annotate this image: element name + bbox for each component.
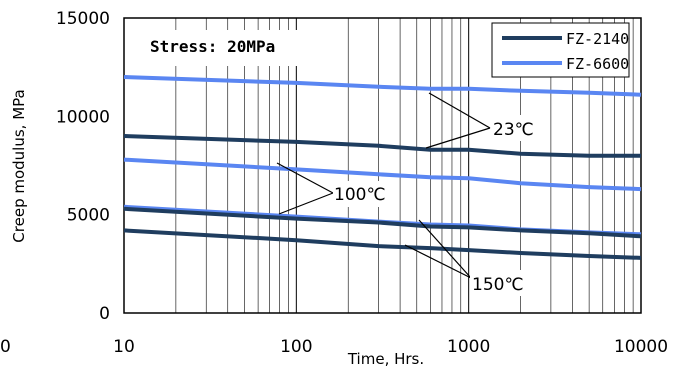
y-axis-title: Creep modulus, MPa — [10, 89, 28, 242]
annotation-150c: 150℃ — [404, 219, 538, 296]
y-tick-label: 15000 — [56, 9, 110, 29]
series-line-fz-6600-3 — [123, 204, 642, 237]
label-bg — [333, 181, 399, 207]
annotation-100c: 100℃ — [276, 162, 399, 215]
legend: FZ-2140 FZ-6600 — [491, 22, 630, 78]
leader-line — [418, 219, 472, 279]
y-tick-labels: 0 5000 10000 15000 — [56, 9, 110, 324]
x-tick-label: 1000 — [447, 337, 490, 357]
legend-label-fz6600: FZ-6600 — [566, 55, 629, 73]
series-lines — [123, 75, 642, 260]
leader-line — [428, 92, 491, 129]
series-line-fz-6600-2 — [123, 157, 642, 192]
x-tick-label: 10 — [113, 337, 135, 357]
y-tick-label: 10000 — [56, 107, 110, 127]
stress-box — [130, 30, 320, 66]
leader-line — [425, 127, 491, 149]
x-tick-label: 100 — [280, 337, 312, 357]
series-line-fz-2140-4 — [123, 206, 642, 239]
x-axis-title: Time, Hrs. — [347, 350, 424, 368]
series-line-fz-2140-0 — [123, 134, 641, 158]
label-bg — [491, 115, 543, 141]
leader-line — [404, 244, 472, 279]
leader-line — [278, 192, 334, 215]
annotation-23c: 23℃ — [425, 92, 543, 149]
x-tick-label: 10000 — [614, 337, 668, 357]
y-tick-label: 5000 — [67, 206, 110, 226]
series-line-fz-6600-1 — [123, 75, 642, 97]
label-23c: 23℃ — [493, 120, 534, 140]
legend-label-fz2140: FZ-2140 — [566, 30, 629, 48]
plot-frame — [123, 17, 642, 314]
y-tick-label: 0 — [99, 304, 110, 324]
leader-line — [276, 162, 334, 194]
stress-annotation: Stress: 20MPa — [150, 37, 275, 56]
series-line-fz-2140-5 — [123, 228, 642, 260]
stray-tick-label: 0 — [0, 337, 11, 357]
label-bg — [470, 270, 538, 296]
label-100c: 100℃ — [334, 185, 386, 205]
legend-box — [491, 22, 630, 78]
label-150c: 150℃ — [472, 275, 524, 295]
x-tick-labels: 10 100 1000 10000 — [113, 337, 668, 357]
vertical-grid — [175, 18, 634, 313]
